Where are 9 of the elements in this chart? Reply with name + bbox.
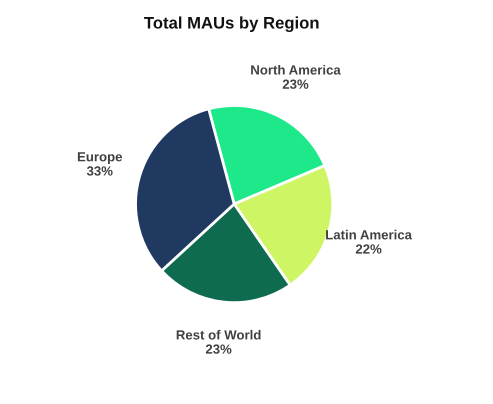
data-label: 33% bbox=[86, 166, 113, 176]
data-label: 23% bbox=[282, 80, 308, 89]
data-label: 22% bbox=[356, 244, 382, 254]
slice-label: Latin America bbox=[326, 230, 412, 240]
data-label: 23% bbox=[206, 344, 232, 354]
slice-label: North America bbox=[251, 64, 341, 75]
chart-title: Total MAUs by Region bbox=[144, 16, 318, 32]
slice-label: Europe bbox=[78, 152, 122, 164]
slice-label: Rest of World bbox=[176, 330, 260, 340]
